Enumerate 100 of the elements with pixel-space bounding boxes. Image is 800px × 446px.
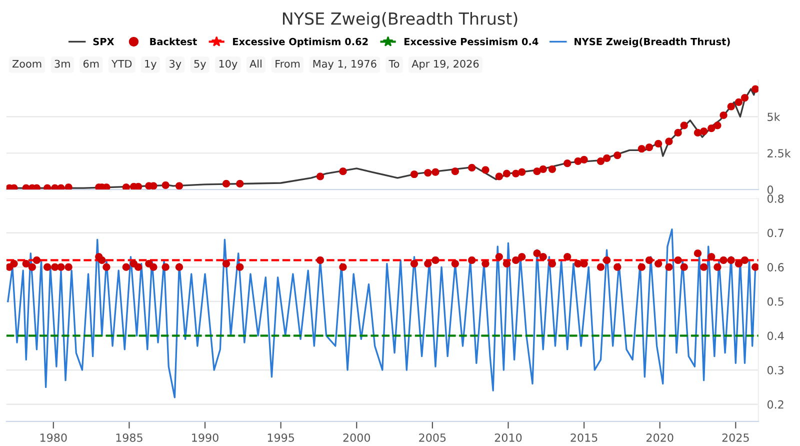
point <box>451 260 459 268</box>
point <box>222 180 230 188</box>
point <box>57 263 65 271</box>
point <box>512 256 520 264</box>
x-tick-label: 2015 <box>570 433 598 442</box>
point <box>44 263 52 271</box>
point <box>64 184 72 190</box>
x-tick-label: 1980 <box>40 433 67 442</box>
point <box>708 252 716 261</box>
text: May 1, 1976 <box>313 60 376 70</box>
point <box>720 111 728 120</box>
point <box>122 184 130 190</box>
point <box>694 128 702 137</box>
point <box>236 263 244 271</box>
point <box>727 256 735 264</box>
point <box>495 172 503 180</box>
point <box>339 263 347 271</box>
point <box>22 260 30 268</box>
point <box>102 263 110 271</box>
point <box>602 154 611 162</box>
point <box>708 124 716 132</box>
point <box>734 98 742 106</box>
point <box>222 260 230 268</box>
point <box>134 263 142 271</box>
point <box>150 263 158 271</box>
point <box>602 256 611 264</box>
point <box>316 172 324 180</box>
text: 3m <box>54 60 70 68</box>
point <box>57 184 65 190</box>
point <box>28 263 36 271</box>
x-tick-label: 2005 <box>419 433 446 442</box>
y-tick-label: 0.8 <box>767 194 784 203</box>
point <box>175 263 184 271</box>
point <box>64 263 72 271</box>
point <box>502 170 511 178</box>
point <box>596 157 605 165</box>
point <box>548 260 556 268</box>
point <box>539 165 547 173</box>
point <box>410 260 418 268</box>
point <box>564 160 572 168</box>
point <box>162 263 170 271</box>
point <box>596 263 605 271</box>
text: 1y <box>145 60 156 70</box>
point <box>752 85 758 93</box>
y-tick-label: 0.5 <box>767 297 784 306</box>
point <box>614 263 622 271</box>
y-tick-label: 0.4 <box>767 332 784 340</box>
y-tick-label: 0.7 <box>767 228 784 238</box>
point <box>44 184 52 190</box>
point <box>468 256 476 264</box>
point <box>236 180 244 188</box>
point <box>32 256 41 264</box>
point <box>727 102 735 110</box>
point <box>432 168 440 176</box>
point <box>614 152 622 160</box>
point <box>424 260 432 268</box>
y-tick-label: 2.5k <box>768 148 791 158</box>
x-tick-label: 2025 <box>722 433 749 442</box>
y-tick-label: 0 <box>767 186 774 194</box>
text: 5y <box>194 60 206 70</box>
x-tick-label: 1985 <box>116 433 142 442</box>
text: 3y <box>170 60 182 70</box>
point <box>665 138 673 146</box>
point <box>645 143 654 152</box>
point <box>564 252 572 261</box>
y-tick-label: 5k <box>768 112 780 122</box>
text: 6m <box>83 60 99 68</box>
point <box>432 256 440 264</box>
chart-title: NYSE Zweig(Breadth Thrust) <box>282 12 518 28</box>
text: Zoom <box>12 60 42 68</box>
point <box>518 168 526 176</box>
point <box>674 128 682 137</box>
point <box>654 140 662 148</box>
point <box>533 168 541 176</box>
point <box>654 260 662 268</box>
text: Apr 19, 2026 <box>412 60 479 70</box>
point <box>574 157 582 165</box>
point <box>680 263 688 271</box>
point <box>694 250 702 258</box>
point <box>518 252 526 261</box>
point <box>451 168 459 176</box>
point <box>533 250 541 258</box>
point <box>495 252 503 261</box>
point <box>752 263 758 271</box>
point <box>580 260 588 268</box>
text: From <box>276 60 300 68</box>
legend-label: Excessive Optimism 0.62 <box>233 38 368 48</box>
point <box>98 256 106 264</box>
point <box>539 252 547 261</box>
point <box>424 168 432 177</box>
text: To <box>388 60 400 68</box>
text: YTD <box>111 60 132 68</box>
legend-label: Excessive Pessimism 0.4 <box>404 38 538 46</box>
point <box>122 263 130 271</box>
point <box>645 256 654 264</box>
legend-label: Backtest <box>150 38 197 46</box>
text: All <box>250 60 262 68</box>
point <box>316 256 324 264</box>
point <box>638 144 646 153</box>
point <box>674 256 682 264</box>
